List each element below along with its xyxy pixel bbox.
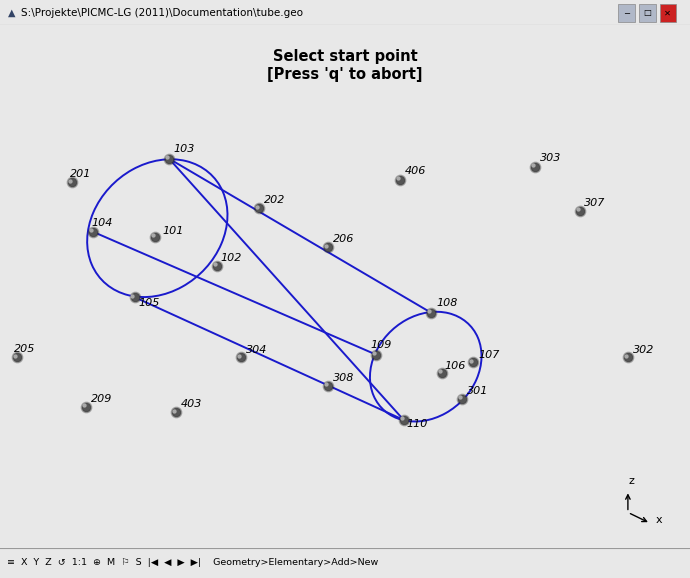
Text: S:\Projekte\PICMC-LG (2011)\Documentation\tube.geo: S:\Projekte\PICMC-LG (2011)\Documentatio… bbox=[21, 8, 303, 18]
Text: 307: 307 bbox=[584, 198, 606, 208]
Text: 104: 104 bbox=[92, 218, 113, 228]
Text: 403: 403 bbox=[181, 399, 202, 409]
Text: 302: 302 bbox=[633, 344, 654, 355]
Text: 105: 105 bbox=[138, 298, 159, 307]
Text: 109: 109 bbox=[371, 340, 392, 350]
Text: ▲: ▲ bbox=[8, 8, 16, 18]
Text: 209: 209 bbox=[91, 394, 112, 404]
Text: □: □ bbox=[643, 8, 651, 17]
Bar bbox=[660, 4, 676, 21]
Text: 304: 304 bbox=[246, 344, 268, 355]
Text: 308: 308 bbox=[333, 373, 354, 383]
Bar bbox=[618, 4, 635, 21]
Text: [Press 'q' to abort]: [Press 'q' to abort] bbox=[267, 66, 423, 81]
Text: x: x bbox=[656, 516, 663, 525]
Text: Select start point: Select start point bbox=[273, 49, 417, 64]
Text: 205: 205 bbox=[14, 344, 35, 354]
Text: 103: 103 bbox=[174, 144, 195, 154]
Text: 201: 201 bbox=[70, 169, 92, 179]
Text: ─: ─ bbox=[624, 8, 629, 17]
Text: ✕: ✕ bbox=[664, 8, 671, 17]
Text: 206: 206 bbox=[333, 234, 354, 244]
Text: 301: 301 bbox=[467, 387, 489, 397]
Text: 107: 107 bbox=[478, 350, 500, 360]
Text: 202: 202 bbox=[264, 195, 285, 205]
Text: 406: 406 bbox=[405, 166, 426, 176]
Text: 106: 106 bbox=[444, 361, 466, 371]
Text: z: z bbox=[629, 476, 634, 486]
Bar bbox=[639, 4, 656, 21]
Text: ≡  X  Y  Z  ↺  1:1  ⊕  M  ⚐  S  |◀  ◀  ▶  ▶|    Geometry>Elementary>Add>New: ≡ X Y Z ↺ 1:1 ⊕ M ⚐ S |◀ ◀ ▶ ▶| Geometry… bbox=[7, 558, 378, 568]
Text: 303: 303 bbox=[540, 153, 561, 164]
Text: 110: 110 bbox=[406, 419, 428, 429]
Text: 102: 102 bbox=[221, 253, 242, 263]
Text: 101: 101 bbox=[162, 226, 184, 236]
Text: 108: 108 bbox=[437, 298, 458, 307]
